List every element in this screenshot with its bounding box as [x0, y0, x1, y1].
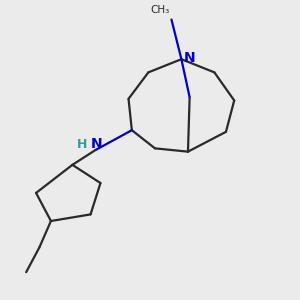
Text: CH₃: CH₃: [150, 4, 170, 15]
Text: H: H: [77, 138, 88, 151]
Text: N: N: [90, 137, 102, 151]
Text: N: N: [184, 50, 195, 64]
